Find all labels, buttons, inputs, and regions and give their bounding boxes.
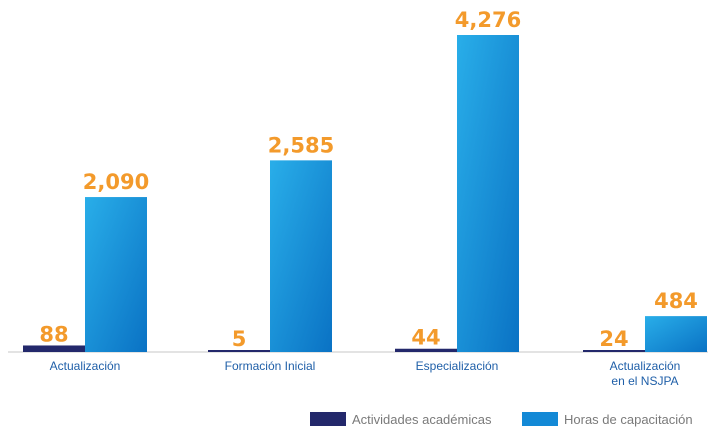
legend-swatch-actividades	[310, 412, 346, 426]
category-label-3-line-1: en el NSJPA	[611, 374, 678, 388]
value-label-horas-0: 2,090	[83, 170, 149, 194]
bar-horas-3	[645, 316, 707, 352]
value-label-actividades-2: 44	[411, 326, 440, 350]
value-label-horas-3: 484	[654, 289, 698, 313]
bar-actividades-1	[208, 350, 270, 352]
category-label-1: Formación Inicial	[225, 359, 316, 373]
value-label-actividades-1: 5	[232, 327, 247, 351]
value-label-actividades-0: 88	[39, 322, 68, 346]
category-label-3-line-0: Actualización	[610, 359, 681, 373]
bar-actividades-3	[583, 350, 645, 352]
value-label-horas-2: 4,276	[455, 8, 521, 32]
bar-actividades-2	[395, 348, 457, 352]
legend-label-actividades: Actividades académicas	[352, 411, 492, 427]
category-label-0: Actualización	[50, 359, 121, 373]
legend-item-horas: Horas de capacitación	[522, 410, 693, 428]
bar-horas-1	[270, 160, 332, 352]
value-label-actividades-3: 24	[599, 327, 628, 351]
bars-layer	[23, 35, 707, 352]
category-label-2: Especialización	[416, 359, 499, 373]
bar-horas-2	[457, 35, 519, 352]
legend-item-actividades: Actividades académicas	[310, 410, 491, 428]
bar-actividades-0	[23, 345, 85, 352]
legend-swatch-horas	[522, 412, 558, 426]
legend-label-horas: Horas de capacitación	[564, 411, 693, 427]
value-label-horas-1: 2,585	[268, 133, 334, 157]
labels-layer: 88 2,090 Actualización 5 2,585 Formación Inic…	[39, 8, 698, 388]
bar-horas-0	[85, 197, 147, 352]
